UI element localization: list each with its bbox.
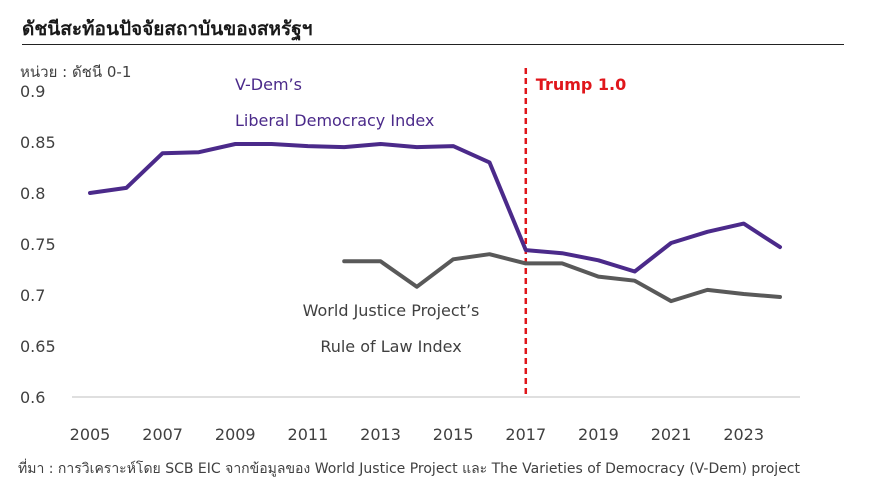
x-tick-label: 2019 — [578, 425, 619, 444]
y-tick-label: 0.85 — [20, 133, 56, 152]
series-layer — [88, 142, 782, 304]
annotation-layer: V-Dem’s Liberal Democracy Index World Ju… — [235, 75, 626, 356]
wjp-label-line1: World Justice Project’s — [303, 301, 480, 320]
y-tick-label: 0.8 — [20, 184, 45, 203]
vdem-series-line — [88, 142, 782, 274]
y-tick-label: 0.65 — [20, 337, 56, 356]
x-tick-label: 2015 — [433, 425, 474, 444]
x-tick-label: 2009 — [215, 425, 256, 444]
wjp-series-line — [342, 252, 782, 304]
x-tick-label: 2005 — [70, 425, 111, 444]
x-tick-label: 2023 — [723, 425, 764, 444]
trump-label: Trump 1.0 — [536, 75, 626, 94]
y-axis: 0.9 0.85 0.8 0.75 0.7 0.65 0.6 — [20, 82, 56, 407]
chart-title: ดัชนีสะท้อนปัจจัยสถาบันของสหรัฐฯ — [22, 18, 313, 40]
wjp-label-line2: Rule of Law Index — [320, 337, 461, 356]
source-note: ที่มา : การวิเคราะห์โดย SCB EIC จากข้อมู… — [18, 461, 800, 477]
x-axis: 2005 2007 2009 2011 2013 2015 2017 2019 2021 2023 — [70, 396, 800, 444]
y-tick-label: 0.9 — [20, 82, 45, 101]
y-tick-label: 0.6 — [20, 388, 45, 407]
x-tick-label: 2017 — [505, 425, 546, 444]
x-tick-label: 2021 — [651, 425, 692, 444]
vdem-label-line1: V-Dem’s — [235, 75, 302, 94]
x-tick-label: 2011 — [288, 425, 329, 444]
x-tick-label: 2007 — [142, 425, 183, 444]
y-tick-label: 0.75 — [20, 235, 56, 254]
vdem-label-line2: Liberal Democracy Index — [235, 111, 434, 130]
y-tick-label: 0.7 — [20, 286, 45, 305]
title-divider — [22, 44, 844, 45]
unit-label: หน่วย : ดัชนี 0-1 — [20, 63, 132, 81]
x-tick-label: 2013 — [360, 425, 401, 444]
